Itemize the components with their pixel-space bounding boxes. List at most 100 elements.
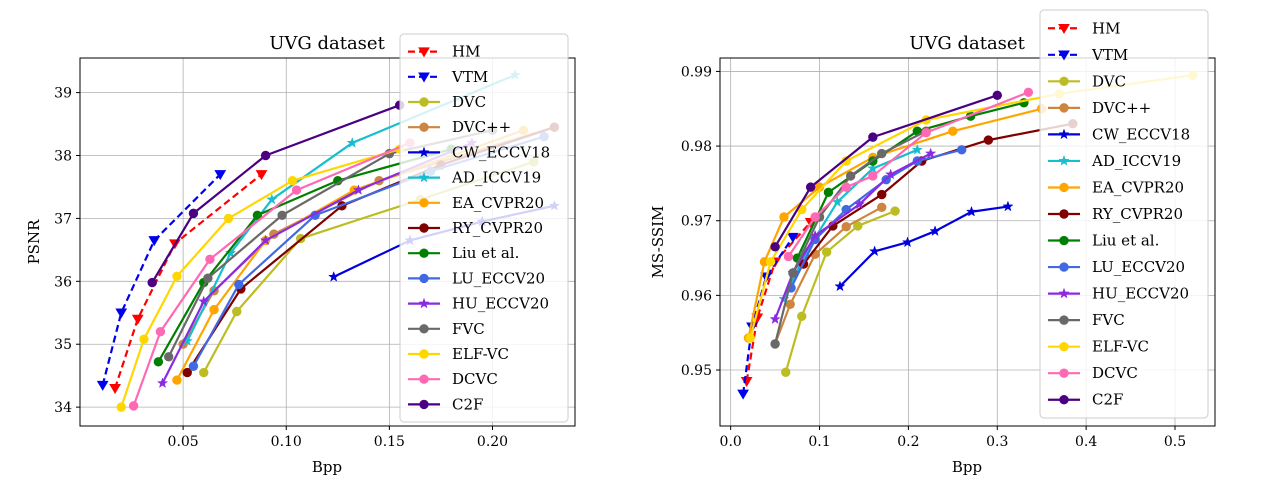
psnr-series-hu-eccv20 [156, 136, 478, 389]
psnr-legend-label-dvc: DVC++ [452, 118, 511, 136]
msssim-series-ry-cvpr20 [798, 118, 1078, 269]
psnr-point-hu-eccv20 [352, 184, 365, 195]
msssim-point-fvc [788, 268, 798, 278]
psnr-x-tick-label: 0.20 [477, 434, 508, 450]
msssim-point-lu-eccv20 [957, 145, 967, 155]
msssim-x-axis-label: Bpp [952, 458, 982, 476]
psnr-legend-item-c2f: C2F [408, 395, 483, 413]
msssim-point-cw-eccv18 [868, 245, 881, 257]
msssim-legend-label-ry-cvpr20: RY_CVPR20 [1092, 205, 1183, 223]
psnr-point-lu-eccv20 [234, 279, 244, 290]
msssim-legend-label-ad-iccv19: AD_ICCV19 [1091, 152, 1181, 170]
msssim-point-dcvc [868, 171, 878, 181]
psnr-legend-item-dcvc: DCVC [408, 370, 498, 388]
psnr-legend-marker-ad-iccv19 [418, 171, 430, 183]
msssim-point-dcvc [921, 127, 931, 138]
psnr-point-c2f [188, 208, 199, 219]
msssim-point-cw-eccv18 [901, 236, 914, 248]
msssim-chart: 0.0 0.1 0.2 0.3 0.4 0.5 0.95 0.96 0.97 0.98 0.99 U… [649, 9, 1216, 476]
msssim-point-hu-eccv20 [853, 198, 866, 210]
psnr-point-vtm [115, 308, 128, 319]
psnr-point-vtm [148, 236, 161, 247]
msssim-legend-item-ry-cvpr20: RY_CVPR20 [1048, 205, 1183, 223]
psnr-legend-label-fvc: FVC [452, 320, 485, 338]
msssim-point-dcvc [1023, 87, 1034, 98]
psnr-y-tick-label: 38 [54, 149, 72, 165]
msssim-legend-marker-hm [1058, 24, 1070, 35]
psnr-point-hu-eccv20 [198, 295, 210, 307]
psnr-point-cw-eccv18 [328, 270, 340, 282]
psnr-legend-item-vtm: VTM [408, 68, 488, 86]
msssim-legend-label-elf-vc: ELF-VC [1092, 338, 1149, 356]
psnr-legend-marker-liu-et-al [419, 248, 429, 258]
psnr-point-fvc [203, 273, 213, 283]
msssim-x-tick-label: 0.1 [808, 434, 830, 450]
psnr-series-dcvc [128, 138, 415, 411]
msssim-legend-marker-dcvc [1059, 368, 1069, 378]
msssim-line-lu-eccv20 [790, 148, 962, 289]
msssim-legend-marker-lu-eccv20 [1059, 262, 1069, 272]
psnr-y-tick-label: 35 [54, 337, 72, 353]
msssim-y-axis-label: MS-SSIM [649, 206, 667, 279]
psnr-point-ea-cvpr20 [172, 375, 182, 385]
msssim-y-tick-label: 0.99 [681, 64, 712, 80]
msssim-legend-item-elf-vc: ELF-VC [1048, 338, 1149, 356]
msssim-series-cw-eccv18 [834, 200, 1014, 292]
msssim-point-ad-iccv19 [911, 143, 923, 155]
msssim-legend-marker-dvc [1059, 76, 1069, 87]
msssim-y-tick-label: 0.97 [681, 214, 712, 230]
msssim-legend-item-dcvc: DCVC [1048, 364, 1138, 382]
psnr-point-hm [255, 170, 268, 181]
msssim-point-dvc [797, 311, 807, 321]
msssim-chart-title: UVG dataset [909, 33, 1025, 54]
msssim-legend-label-hm: HM [1092, 19, 1120, 37]
psnr-legend-marker-fvc [419, 324, 429, 334]
msssim-legend-label-c2f: C2F [1092, 391, 1123, 409]
msssim-series-dvc [781, 206, 900, 377]
psnr-point-vtm [214, 170, 227, 181]
msssim-point-dvc [781, 367, 791, 377]
msssim-point-c2f [805, 182, 816, 192]
msssim-point-c2f [770, 242, 780, 252]
psnr-point-elf-vc [172, 271, 182, 281]
psnr-x-tick-label: 0.15 [374, 434, 405, 450]
psnr-legend-label-lu-eccv20: LU_ECCV20 [452, 269, 545, 287]
msssim-legend-marker-hu-eccv20 [1058, 287, 1070, 299]
psnr-point-dcvc [128, 401, 139, 411]
msssim-legend-item-dvc: DVC [1048, 72, 1126, 90]
msssim-legend-item-ad-iccv19: AD_ICCV19 [1048, 152, 1181, 170]
psnr-legend-marker-dvc [419, 97, 429, 107]
psnr-ticks: 0.05 0.10 0.15 0.20 34 35 36 37 38 39 [54, 86, 508, 450]
msssim-point-cw-eccv18 [929, 225, 941, 236]
psnr-legend-label-hm: HM [452, 43, 480, 61]
psnr-y-tick-label: 34 [54, 400, 72, 416]
msssim-line-ry-cvpr20 [802, 122, 1074, 265]
msssim-legend-marker-vtm [1058, 50, 1070, 61]
msssim-series-c2f [770, 90, 1002, 252]
psnr-legend-label-ry-cvpr20: RY_CVPR20 [452, 219, 543, 237]
psnr-legend-marker-vtm [418, 72, 430, 83]
msssim-x-tick-label: 0.4 [1075, 434, 1097, 450]
psnr-legend-marker-c2f [419, 399, 429, 410]
psnr-legend-item-lu-eccv20: LU_ECCV20 [408, 269, 545, 287]
psnr-legend-label-ea-cvpr20: EA_CVPR20 [452, 194, 544, 212]
msssim-x-tick-label: 0.2 [897, 434, 919, 450]
msssim-series-layer [737, 70, 1198, 400]
msssim-legend-item-ea-cvpr20: EA_CVPR20 [1048, 178, 1184, 196]
psnr-legend-marker-ry-cvpr20 [419, 223, 429, 233]
msssim-point-fvc [770, 339, 780, 349]
psnr-point-dcvc [205, 254, 215, 264]
psnr-legend-label-liu-et-al: Liu et al. [452, 244, 519, 262]
psnr-legend-label-elf-vc: ELF-VC [452, 345, 509, 363]
msssim-point-dvc [821, 247, 832, 257]
psnr-legend-item-dvc: DVC++ [408, 118, 511, 136]
psnr-chart: 0.05 0.10 0.15 0.20 34 35 36 37 38 39 UVG dataset… [25, 33, 576, 476]
psnr-legend-marker-hm [418, 47, 430, 58]
msssim-y-tick-label: 0.96 [681, 288, 712, 304]
msssim-point-ea-cvpr20 [948, 126, 958, 136]
psnr-line-elf-vc [120, 148, 400, 408]
psnr-point-ad-iccv19 [266, 193, 278, 205]
psnr-y-tick-label: 39 [54, 86, 72, 102]
msssim-legend-marker-elf-vc [1059, 341, 1069, 352]
